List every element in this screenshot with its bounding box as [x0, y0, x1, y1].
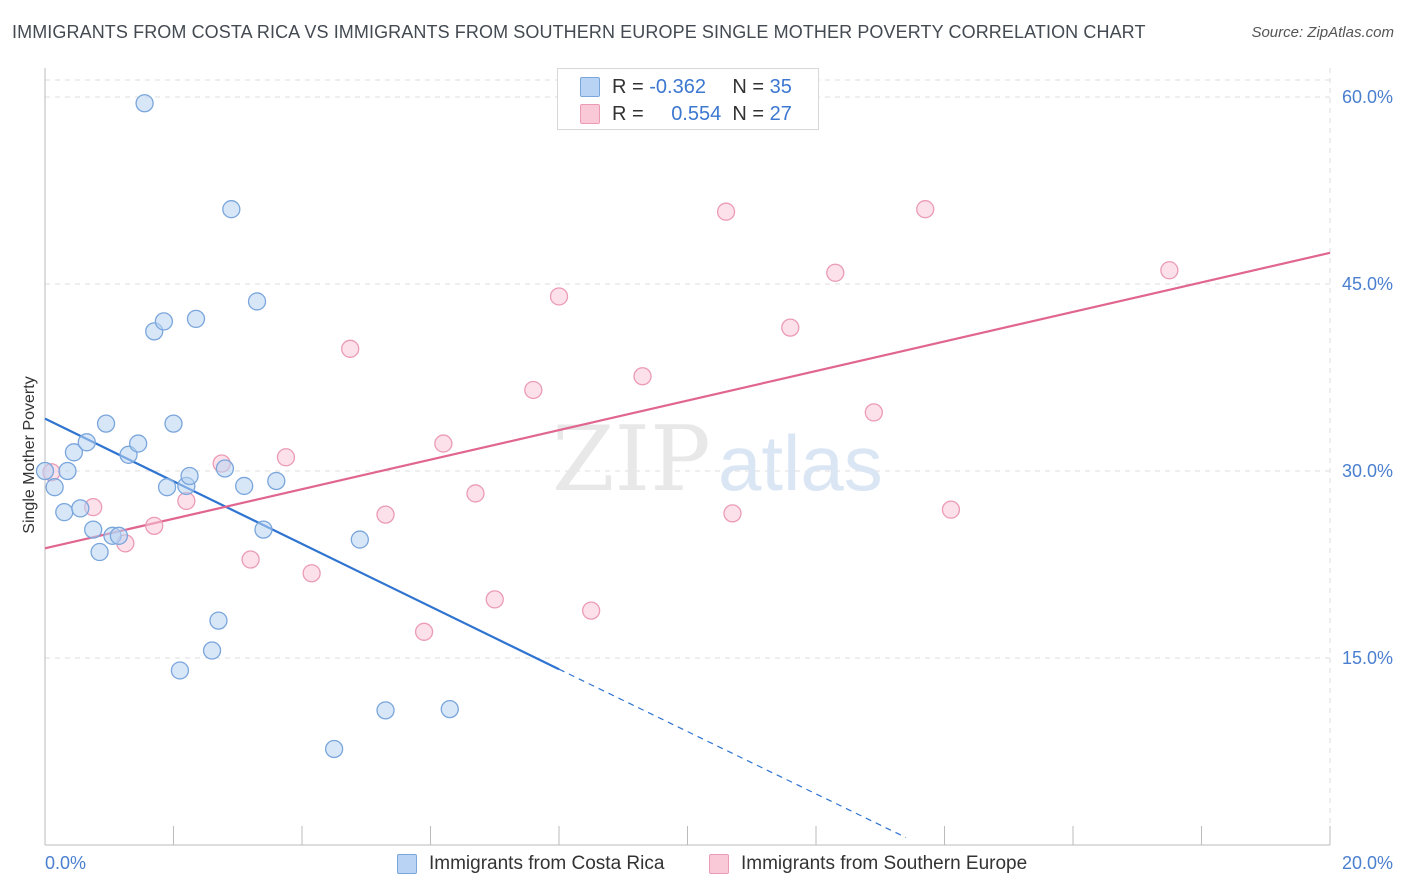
legend: R = -0.362 N = 35 R = 0.554 N = 27: [557, 68, 819, 130]
point-southern-europe: [434, 434, 453, 453]
y-axis-label: Single Mother Poverty: [21, 376, 38, 533]
point-southern-europe: [524, 380, 543, 400]
point-costa-rica: [247, 292, 267, 311]
x-tick-label: 20.0%: [1342, 853, 1393, 873]
legend-row-costa-rica: R = -0.362 N = 35: [580, 74, 792, 100]
point-costa-rica: [254, 520, 273, 539]
watermark-atlas: atlas: [718, 419, 883, 507]
point-costa-rica: [202, 641, 222, 660]
point-southern-europe: [376, 505, 395, 524]
tick-labels: 15.0% 30.0% 45.0% 60.0% 0.0% 20.0%: [45, 87, 1393, 873]
legend-r-label: R =: [612, 102, 644, 125]
legend-swatch-costa-rica: [580, 77, 600, 97]
point-southern-europe: [723, 504, 742, 523]
point-southern-europe: [341, 339, 360, 358]
bottom-legend-label-costa-rica: Immigrants from Costa Rica: [429, 853, 665, 874]
point-costa-rica: [90, 542, 109, 562]
bottom-legend-costa-rica: Immigrants from Costa Rica: [397, 852, 664, 876]
point-southern-europe: [145, 516, 164, 536]
point-costa-rica: [157, 478, 177, 497]
point-southern-europe: [485, 590, 504, 609]
watermark-zip: ZIP: [552, 407, 711, 512]
point-costa-rica: [376, 701, 395, 720]
point-costa-rica: [164, 414, 183, 433]
legend-row-southern-europe: R = 0.554 N = 27: [580, 101, 792, 127]
point-costa-rica: [440, 699, 459, 719]
source-label: Source: ZipAtlas.com: [1251, 24, 1394, 41]
point-costa-rica: [235, 476, 254, 496]
legend-n-label: N =: [732, 102, 765, 125]
legend-swatch-southern-europe: [580, 104, 600, 124]
point-costa-rica: [45, 478, 64, 497]
point-costa-rica: [96, 414, 116, 433]
legend-n-value-costa-rica: 35: [769, 75, 792, 98]
point-southern-europe: [466, 484, 485, 503]
bottom-legend-southern-europe: Immigrants from Southern Europe: [709, 852, 1027, 876]
point-costa-rica: [129, 434, 148, 453]
point-costa-rica: [35, 461, 55, 481]
point-costa-rica: [186, 309, 206, 329]
chart-title: IMMIGRANTS FROM COSTA RICA VS IMMIGRANTS…: [12, 22, 1146, 42]
point-southern-europe: [276, 448, 296, 467]
y-tick-label: 45.0%: [1342, 274, 1393, 294]
point-southern-europe: [241, 550, 260, 569]
legend-r-value-costa-rica: -0.362: [649, 75, 706, 98]
point-costa-rica: [135, 94, 154, 113]
data-points: [35, 94, 1179, 759]
point-costa-rica: [109, 526, 129, 545]
watermark: ZIP atlas: [552, 407, 883, 512]
point-southern-europe: [916, 200, 935, 219]
point-southern-europe: [781, 318, 800, 337]
point-costa-rica: [267, 471, 286, 491]
point-costa-rica: [64, 443, 84, 462]
bottom-legend-swatch-costa-rica: [397, 854, 417, 874]
legend-n-value-southern-europe: 27: [769, 102, 792, 125]
point-southern-europe: [414, 622, 434, 641]
point-costa-rica: [154, 312, 174, 331]
point-costa-rica: [350, 530, 369, 549]
point-southern-europe: [633, 367, 652, 386]
point-costa-rica: [215, 459, 235, 478]
point-costa-rica: [170, 661, 190, 680]
legend-r-label: R =: [612, 75, 644, 98]
point-southern-europe: [941, 500, 961, 519]
trend-lines: [44, 251, 1331, 839]
point-costa-rica: [71, 499, 90, 518]
point-southern-europe: [716, 202, 736, 221]
y-tick-label: 15.0%: [1342, 648, 1393, 668]
point-costa-rica: [324, 739, 344, 759]
point-southern-europe: [1160, 261, 1179, 280]
y-tick-label: 30.0%: [1342, 461, 1393, 481]
point-costa-rica: [58, 461, 77, 481]
bottom-legend-swatch-southern-europe: [709, 854, 729, 874]
point-southern-europe: [549, 287, 569, 306]
legend-r-value-southern-europe: 0.554: [671, 102, 722, 125]
point-costa-rica: [222, 200, 241, 219]
point-costa-rica: [84, 520, 103, 539]
point-southern-europe: [302, 564, 321, 583]
point-costa-rica: [77, 433, 96, 452]
bottom-legend-label-southern-europe: Immigrants from Southern Europe: [741, 853, 1028, 874]
trend-line-costa-rica-extension: [558, 668, 907, 839]
y-tick-label: 60.0%: [1342, 87, 1393, 107]
point-southern-europe: [826, 263, 845, 282]
point-costa-rica: [180, 466, 199, 486]
point-southern-europe: [864, 403, 883, 422]
axes: [44, 68, 1331, 846]
point-costa-rica: [55, 502, 74, 522]
point-costa-rica: [209, 611, 228, 630]
trend-line-southern-europe: [44, 251, 1331, 550]
legend-n-label: N =: [732, 75, 765, 98]
point-southern-europe: [581, 601, 601, 620]
x-tick-label: 0.0%: [45, 853, 86, 873]
